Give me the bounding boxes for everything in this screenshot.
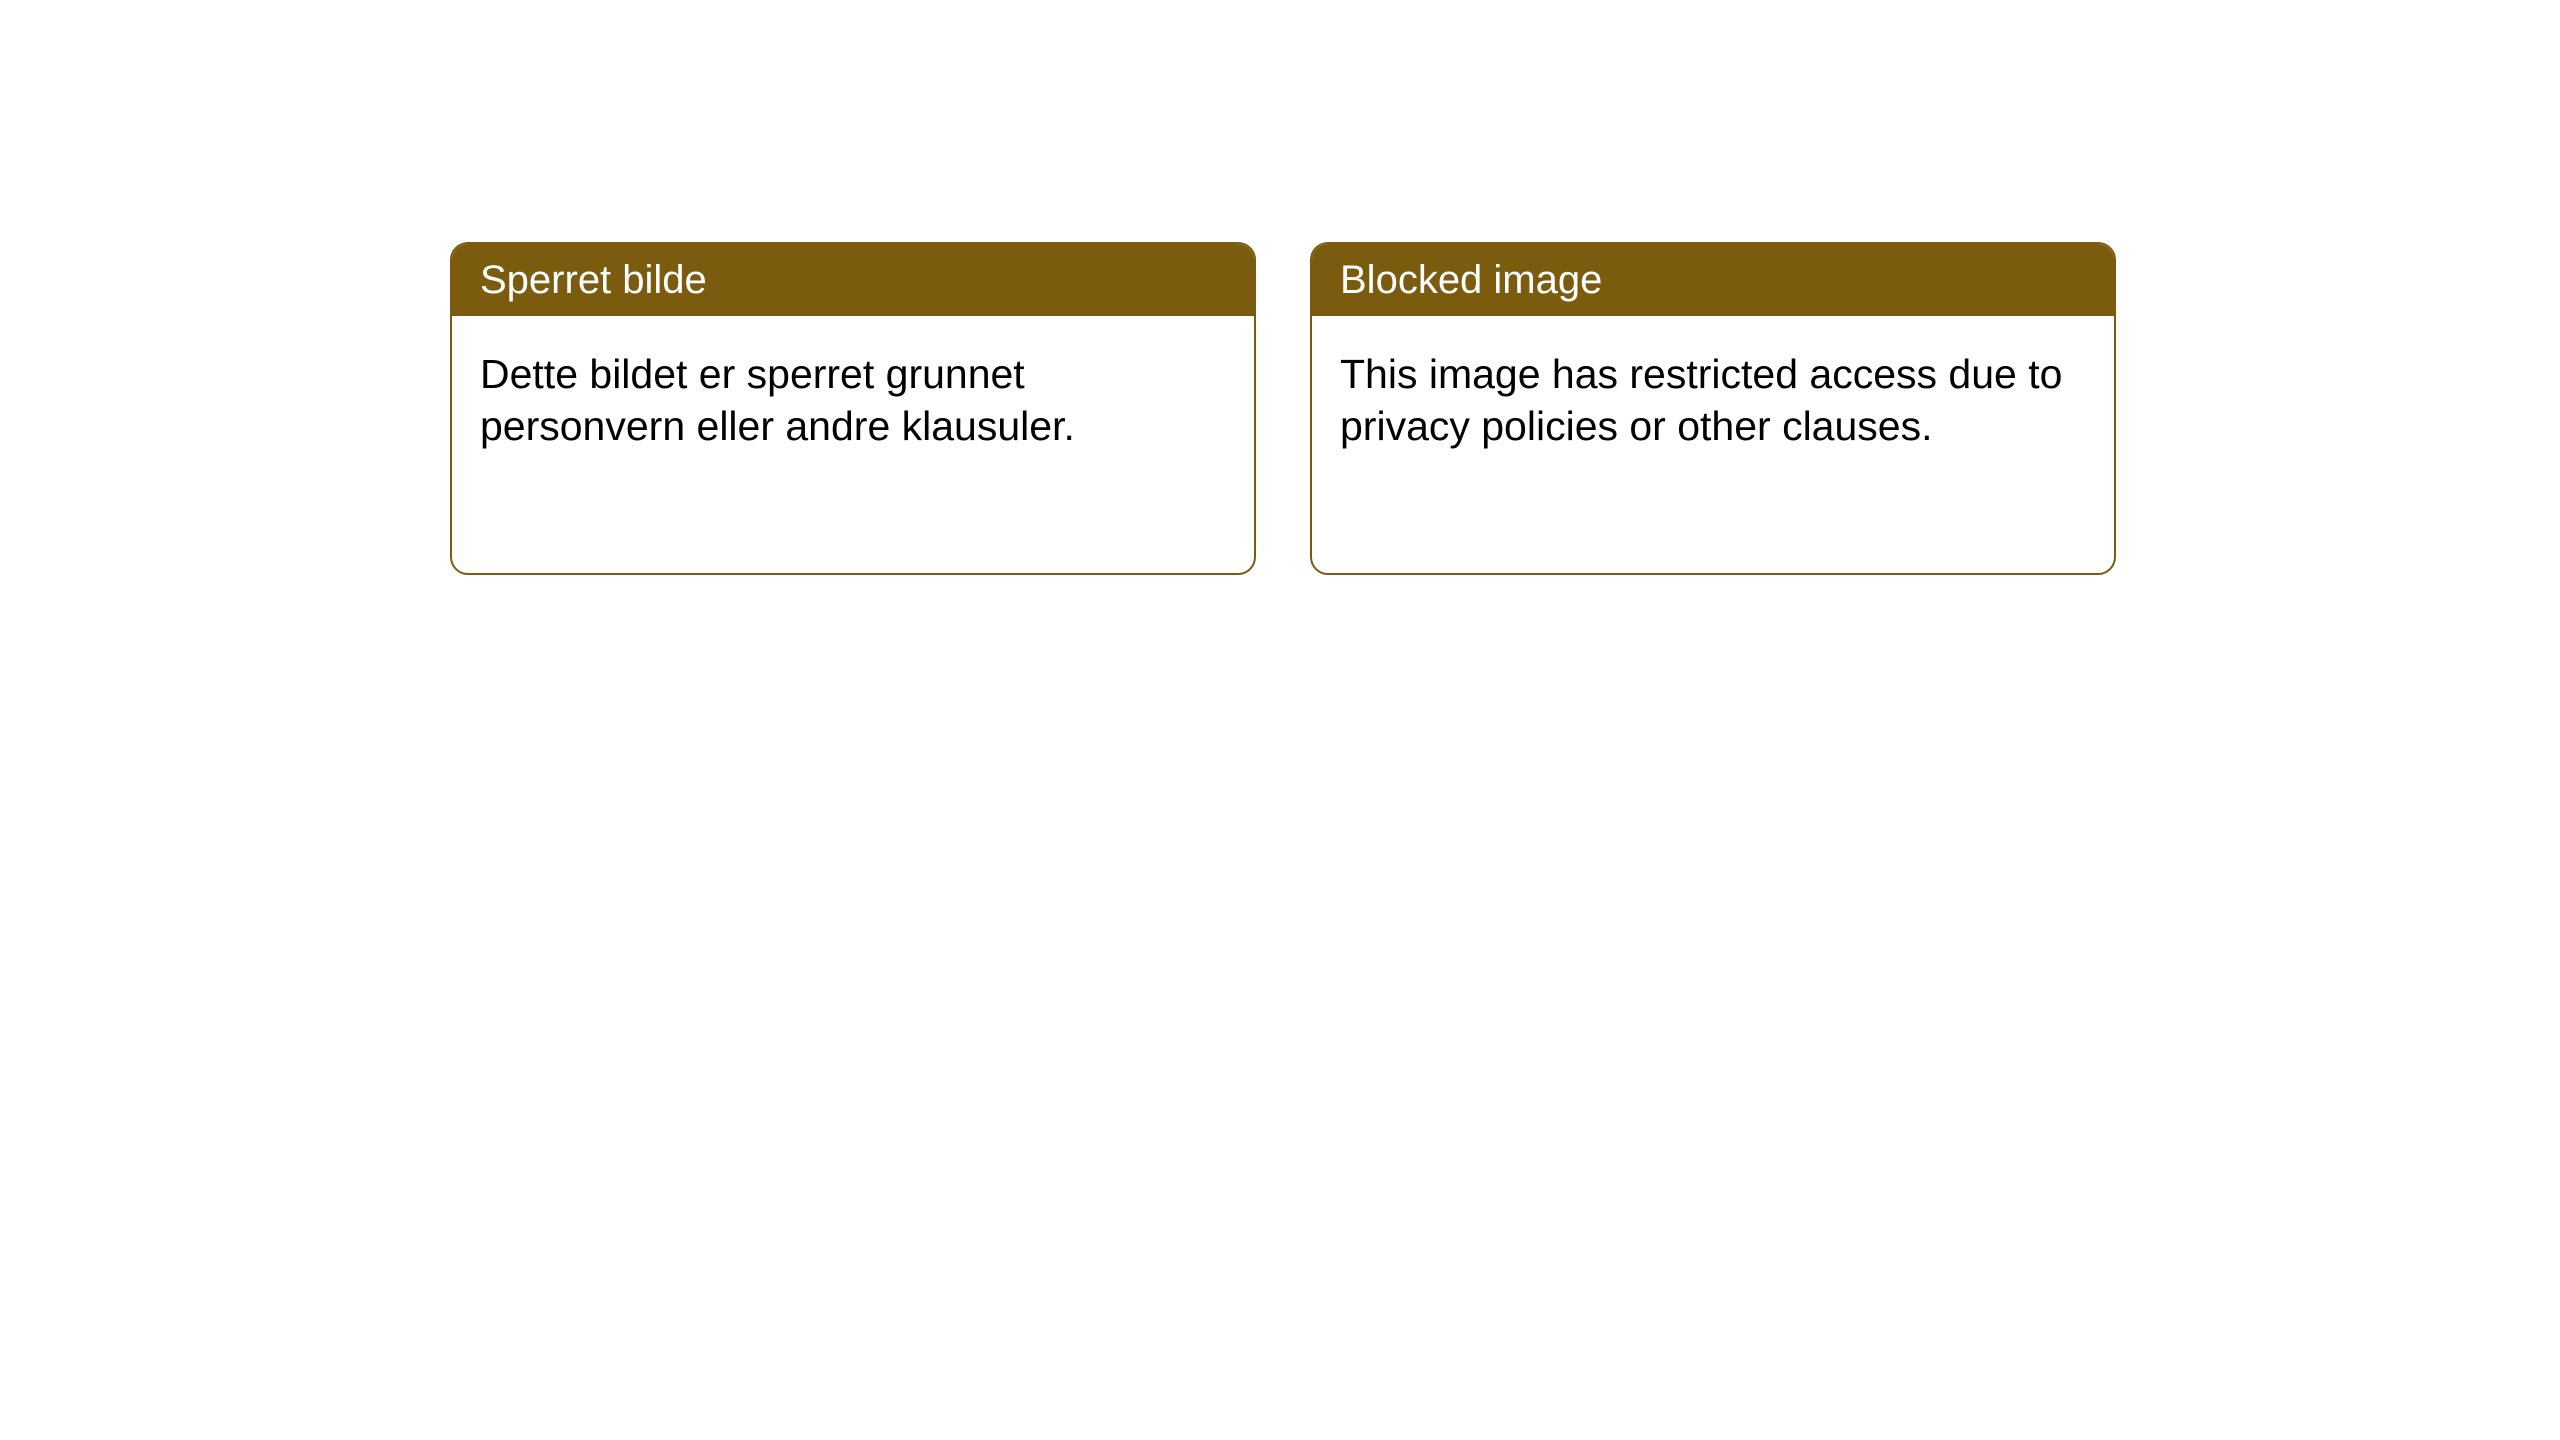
notice-title: Blocked image	[1312, 244, 2114, 316]
notice-title: Sperret bilde	[452, 244, 1254, 316]
notice-card-english: Blocked image This image has restricted …	[1310, 242, 2116, 575]
notice-body: This image has restricted access due to …	[1312, 316, 2114, 484]
notice-card-norwegian: Sperret bilde Dette bildet er sperret gr…	[450, 242, 1256, 575]
notice-body: Dette bildet er sperret grunnet personve…	[452, 316, 1254, 484]
notice-container: Sperret bilde Dette bildet er sperret gr…	[0, 0, 2560, 575]
